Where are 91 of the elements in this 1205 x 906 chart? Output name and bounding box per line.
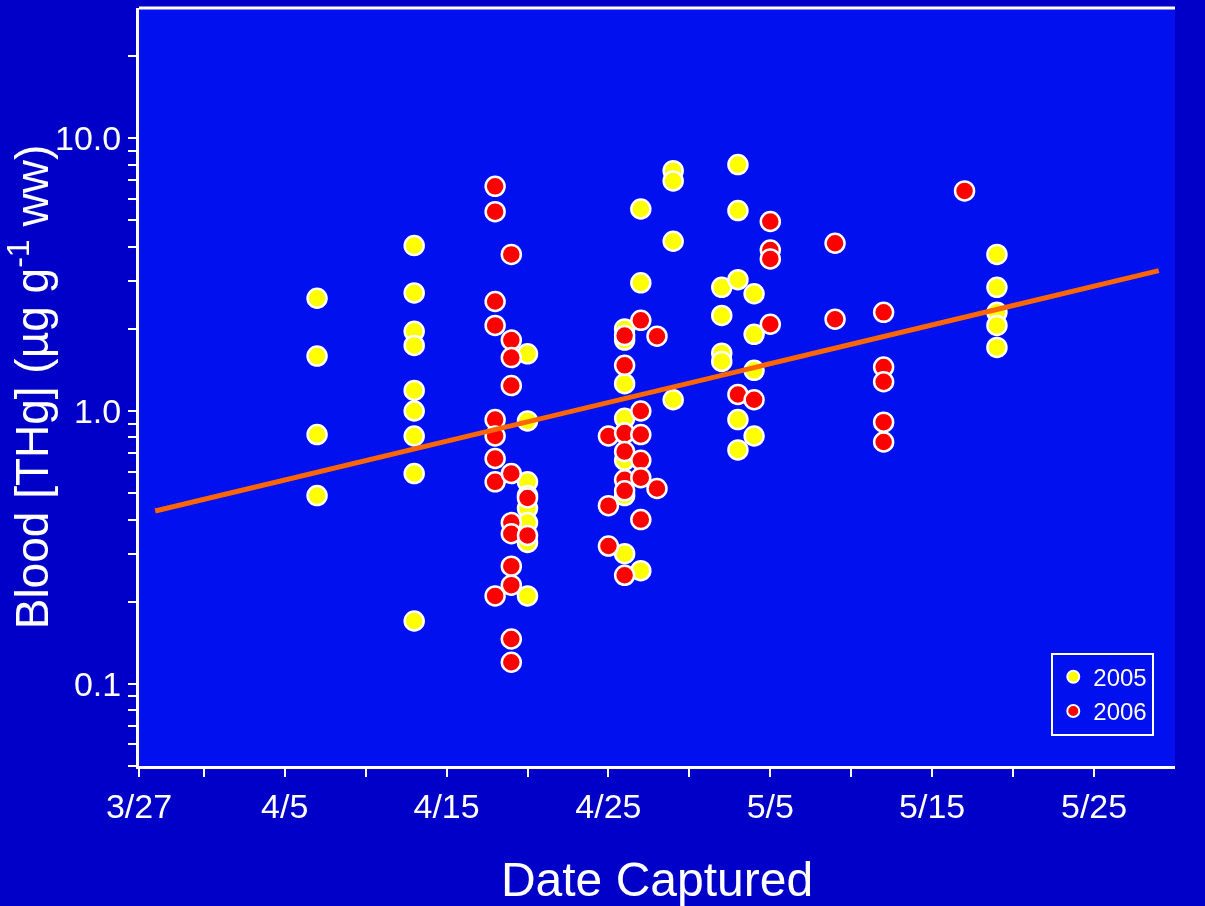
point <box>630 272 652 294</box>
point <box>743 323 765 346</box>
point <box>824 308 846 330</box>
point <box>403 400 425 422</box>
point <box>613 480 636 502</box>
point <box>630 508 652 531</box>
point <box>484 200 506 223</box>
point <box>759 248 782 270</box>
point <box>872 301 895 324</box>
point <box>630 309 652 332</box>
point <box>403 462 425 485</box>
point <box>727 268 749 291</box>
point <box>306 345 328 367</box>
point <box>597 494 620 517</box>
point <box>500 329 523 351</box>
legend-label: 2006 <box>1093 698 1147 726</box>
point <box>484 175 506 198</box>
point <box>613 564 636 587</box>
point <box>613 354 636 377</box>
point <box>613 372 636 395</box>
y-tick-label: 0.1 <box>73 664 122 703</box>
point <box>630 449 652 471</box>
y-tick-label: 1.0 <box>73 391 122 430</box>
point <box>824 232 846 254</box>
point <box>613 324 636 347</box>
point <box>597 535 620 557</box>
point <box>711 276 733 299</box>
point <box>953 180 976 202</box>
point <box>500 574 523 596</box>
point <box>403 610 425 632</box>
point <box>500 374 523 397</box>
point <box>986 336 1008 359</box>
point <box>646 325 668 347</box>
point <box>727 408 749 431</box>
point <box>743 425 765 447</box>
point <box>630 466 652 489</box>
point <box>872 411 895 433</box>
point <box>662 170 684 192</box>
point <box>759 210 782 233</box>
x-axis-title: Date Captured <box>500 853 814 906</box>
point <box>500 555 523 577</box>
point <box>500 243 523 266</box>
x-tick-label: 4/5 <box>261 786 309 825</box>
point <box>613 440 636 463</box>
point <box>743 388 765 411</box>
point <box>743 283 765 305</box>
point <box>484 290 506 313</box>
point <box>484 585 506 607</box>
point <box>516 524 539 547</box>
x-tick-label: 4/15 <box>413 786 480 825</box>
point <box>662 230 684 252</box>
point <box>516 585 539 607</box>
point <box>986 276 1008 299</box>
x-tick-label: 5/15 <box>899 786 966 825</box>
point <box>727 439 749 461</box>
point <box>403 234 425 257</box>
x-tick-label: 5/25 <box>1060 786 1128 825</box>
point <box>403 379 425 402</box>
point <box>500 651 523 673</box>
x-tick-label: 4/25 <box>575 786 642 825</box>
legend-label: 2005 <box>1093 664 1147 692</box>
point <box>500 346 523 369</box>
point <box>306 423 328 446</box>
point <box>306 484 328 507</box>
point <box>613 542 636 565</box>
x-tick-label: 5/5 <box>746 786 794 825</box>
point <box>872 371 895 393</box>
point <box>986 314 1008 337</box>
point <box>630 198 652 220</box>
point <box>711 304 733 327</box>
point <box>500 628 523 650</box>
x-tick-label: 3/27 <box>105 786 173 825</box>
point <box>662 388 684 411</box>
point <box>727 199 749 222</box>
point <box>986 243 1008 266</box>
point <box>306 287 328 309</box>
point <box>630 423 652 446</box>
point <box>646 477 668 500</box>
point <box>500 462 523 485</box>
point <box>711 350 733 373</box>
point <box>727 383 749 406</box>
point <box>403 282 425 304</box>
point <box>403 334 425 357</box>
point <box>484 447 506 470</box>
point <box>484 314 506 337</box>
point <box>630 400 652 422</box>
point <box>403 425 425 447</box>
point <box>484 471 506 493</box>
point <box>727 153 749 176</box>
point <box>872 431 895 453</box>
point <box>759 313 782 335</box>
